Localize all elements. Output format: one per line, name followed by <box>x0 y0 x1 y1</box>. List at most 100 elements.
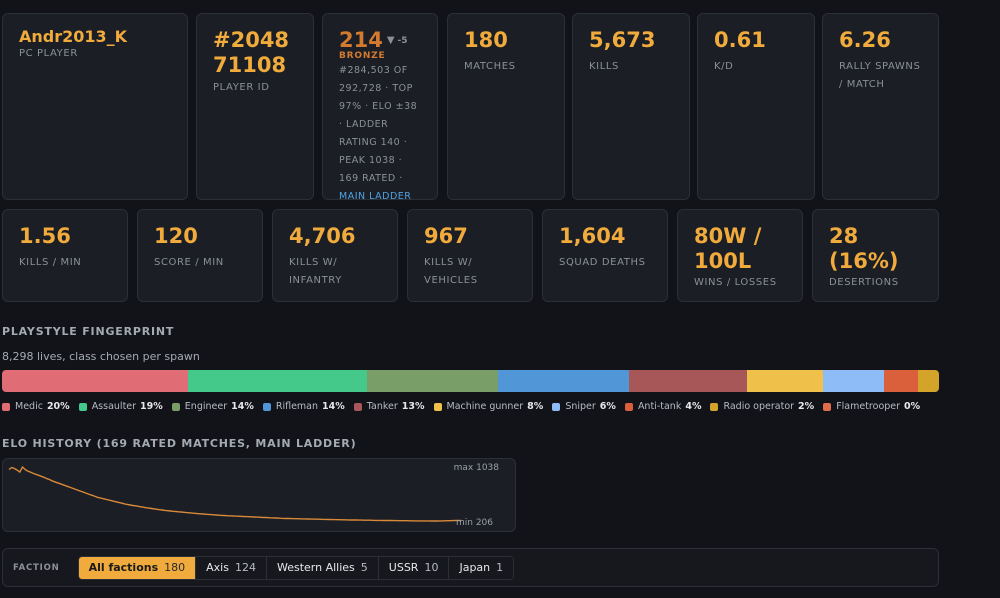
faction-name: USSR <box>388 561 419 574</box>
class-distribution-bar <box>2 370 939 392</box>
class-segment-radio-operator <box>918 370 939 392</box>
legend-class-name: Assaulter <box>91 401 137 412</box>
stat-label: KILLS <box>589 61 619 72</box>
legend-item: Anti-tank 4% <box>624 401 702 412</box>
legend-class-name: Tanker <box>366 401 398 412</box>
stat-score-per-min: 120 SCORE / MIN <box>137 209 263 302</box>
faction-name: Western Allies <box>276 561 355 574</box>
stat-value: 967 <box>424 224 468 248</box>
elo-history-line <box>8 465 461 522</box>
stat-label: K/D <box>714 61 734 72</box>
faction-name: Axis <box>206 561 229 574</box>
legend-class-name: Radio operator <box>723 401 795 412</box>
stat-value: 0.61 <box>714 28 766 52</box>
stat-kills: 5,673 KILLS <box>572 13 690 200</box>
elo-card: 214 ▼ -5 BRONZE #284,503 OF 292,728 · TO… <box>322 13 438 202</box>
legend-class-name: Anti-tank <box>637 401 682 412</box>
class-segment-medic <box>2 370 188 392</box>
stat-value: 5,673 <box>589 28 656 52</box>
stat-value: 120 <box>154 224 198 248</box>
class-segment-tanker <box>628 370 747 392</box>
class-segment-rifleman <box>497 370 629 392</box>
legend-class-pct: 14% <box>231 401 254 412</box>
legend-item: Assaulter 19% <box>78 401 163 412</box>
stat-label: RALLY SPAWNS / MATCH <box>839 61 921 90</box>
class-segment-assaulter <box>187 370 367 392</box>
faction-label: FACTION <box>13 562 60 573</box>
stat-kd: 0.61 K/D <box>697 13 815 200</box>
elo-history-svg <box>8 465 461 522</box>
main-ladder-link[interactable]: MAIN LADDER <box>339 191 412 202</box>
legend-class-pct: 14% <box>322 401 345 412</box>
class-legend: Medic 20% Assaulter 19% Engineer 14% Rifleman 1… <box>2 401 929 412</box>
stat-value: 4,706 <box>289 224 356 248</box>
legend-swatch <box>171 402 180 411</box>
stat-value: 28 (16%) <box>829 224 899 273</box>
legend-class-pct: 8% <box>527 401 544 412</box>
faction-button-group: All factions 180 Axis 124 Western Allies 5 USS… <box>77 555 515 580</box>
stat-value: 1.56 <box>19 224 71 248</box>
legend-swatch <box>2 402 10 411</box>
legend-class-pct: 4% <box>685 401 702 412</box>
elo-tier: BRONZE <box>339 51 386 61</box>
legend-class-pct: 6% <box>599 401 616 412</box>
class-segment-engineer <box>366 370 498 392</box>
player-id-label: PLAYER ID <box>213 82 270 93</box>
stat-label: DESERTIONS <box>829 277 899 288</box>
legend-item: Engineer 14% <box>171 401 254 412</box>
legend-class-name: Engineer <box>184 401 228 412</box>
legend-class-name: Machine gunner <box>446 401 524 412</box>
elo-history-chart: max 1038 min 206 <box>2 458 516 532</box>
elo-value: 214 <box>339 28 383 52</box>
legend-swatch <box>262 402 271 411</box>
legend-item: Flametrooper 0% <box>823 401 920 412</box>
stat-value: 1,604 <box>559 224 626 248</box>
legend-class-name: Medic <box>15 401 43 412</box>
elo-down-arrow-icon: ▼ <box>386 35 395 46</box>
legend-swatch <box>353 402 362 411</box>
faction-name: All factions <box>88 561 159 574</box>
legend-class-pct: 13% <box>401 401 425 412</box>
elo-delta: -5 <box>397 35 408 46</box>
legend-swatch <box>624 402 633 411</box>
faction-button-axis[interactable]: Axis 124 <box>196 556 267 579</box>
stat-label: WINS / LOSSES <box>694 277 777 288</box>
elo-row: 214 ▼ -5 <box>339 28 421 53</box>
faction-button-japan[interactable]: Japan 1 <box>449 556 514 579</box>
legend-swatch <box>710 402 719 411</box>
player-id-line2: 71108 <box>213 53 287 77</box>
stat-desertions: 28 (16%) DESERTIONS <box>812 209 939 302</box>
legend-class-pct: 0% <box>904 401 921 412</box>
player-id-line1: #2048 <box>213 28 290 52</box>
faction-name: Japan <box>459 561 491 574</box>
legend-swatch <box>78 402 87 411</box>
legend-item: Tanker 13% <box>353 401 425 412</box>
player-card: Andr2013_K PC PLAYER <box>2 13 188 200</box>
faction-filter: FACTION All factions 180 Axis 124 Western Al… <box>2 548 939 587</box>
stat-squad-deaths: 1,604 SQUAD DEATHS <box>542 209 668 302</box>
legend-swatch <box>823 402 832 411</box>
stat-matches: 180 MATCHES <box>447 13 565 200</box>
stat-rally-spawns: 6.26 RALLY SPAWNS / MATCH <box>822 13 939 200</box>
player-name[interactable]: Andr2013_K <box>19 27 128 46</box>
stat-label: MATCHES <box>464 61 516 72</box>
stat-value: 80W / 100L <box>694 224 762 273</box>
playstyle-subtitle: 8,298 lives, class chosen per spawn <box>2 350 200 363</box>
elo-min-label: min 206 <box>455 518 493 528</box>
faction-button-western-allies[interactable]: Western Allies 5 <box>266 556 379 579</box>
faction-button-ussr[interactable]: USSR 10 <box>378 556 450 579</box>
elo-detail: #284,503 OF 292,728 · TOP 97% · ELO ±38 … <box>339 65 418 184</box>
legend-class-pct: 2% <box>798 401 815 412</box>
playstyle-title: PLAYSTYLE FINGERPRINT <box>2 325 175 338</box>
stat-label: KILLS / MIN <box>19 257 82 268</box>
class-segment-sniper <box>822 370 884 392</box>
player-id-card: #2048 71108 PLAYER ID <box>196 13 314 200</box>
elo-history-title: ELO HISTORY (169 RATED MATCHES, MAIN LAD… <box>2 437 357 450</box>
stat-value: 180 <box>464 28 508 52</box>
legend-swatch <box>552 402 561 411</box>
faction-button-all-factions[interactable]: All factions 180 <box>78 556 197 579</box>
faction-count: 180 <box>164 561 186 574</box>
legend-class-pct: 19% <box>140 401 163 412</box>
legend-class-name: Rifleman <box>275 401 319 412</box>
class-segment-anti-tank <box>883 370 919 392</box>
